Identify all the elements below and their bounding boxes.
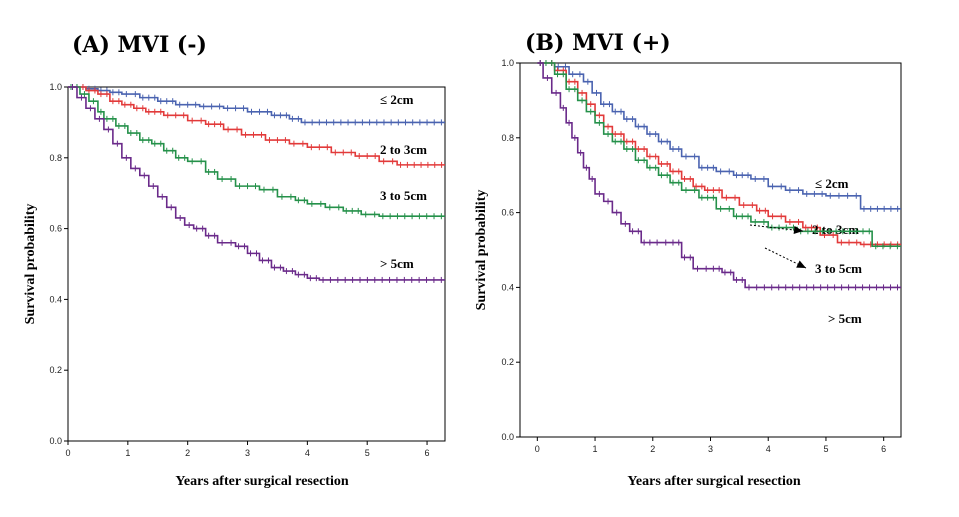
y-tick-label: 0.4 xyxy=(501,282,514,292)
y-axis-label: Survival probability xyxy=(23,204,38,325)
curve-label-1: 2 to 3cm xyxy=(380,142,427,157)
y-axis-label: Survival probability xyxy=(474,190,489,311)
x-tick-label: 2 xyxy=(650,444,655,454)
curve-label-2: 3 to 5cm xyxy=(815,261,862,276)
curve-label-2: 3 to 5cm xyxy=(380,188,427,203)
censor-marks-2 xyxy=(539,60,898,250)
x-tick-label: 2 xyxy=(185,448,190,458)
censor-marks-1 xyxy=(70,84,443,168)
x-tick-label: 5 xyxy=(365,448,370,458)
plot-frame xyxy=(67,86,446,442)
censor-marks-3 xyxy=(71,84,442,283)
y-tick-label: 0.0 xyxy=(501,432,514,442)
y-tick-label: 0.0 xyxy=(49,436,62,446)
y-tick-label: 1.0 xyxy=(501,58,514,68)
survival-curve-1 xyxy=(537,62,901,246)
x-tick-label: 0 xyxy=(535,444,540,454)
survival-curve-2 xyxy=(68,86,445,218)
panel-title: (A) MVI (-) xyxy=(72,32,207,58)
panel-b-mvi-positive: (B) MVI (+) 0.0 0.2 0.4 0.6 0.8 1.0 0 1 2 3 4 5 6 Year… xyxy=(474,30,902,489)
censor-marks-1 xyxy=(539,60,899,248)
y-tick-label: 0.6 xyxy=(49,224,62,234)
curve-label-3: > 5cm xyxy=(828,311,862,326)
censor-marks-0 xyxy=(539,60,899,212)
y-tick-label: 0.2 xyxy=(49,365,62,375)
x-tick-label: 6 xyxy=(881,444,886,454)
curve-label-0: ≤ 2cm xyxy=(380,92,414,107)
y-tick-label: 0.8 xyxy=(49,153,62,163)
y-tick-label: 0.2 xyxy=(501,357,514,367)
label-arrow-head xyxy=(793,226,803,234)
panel-title: (B) MVI (+) xyxy=(525,30,671,56)
curve-label-3: > 5cm xyxy=(380,256,414,271)
censor-marks-3 xyxy=(539,60,899,291)
x-tick-label: 4 xyxy=(305,448,310,458)
x-tick-label: 3 xyxy=(708,444,713,454)
x-tick-label: 4 xyxy=(766,444,771,454)
x-tick-label: 1 xyxy=(125,448,130,458)
y-tick-label: 0.6 xyxy=(501,208,514,218)
x-tick-label: 5 xyxy=(823,444,828,454)
x-axis-label: Years after surgical resection xyxy=(175,474,348,489)
label-arrow-head xyxy=(796,260,806,268)
y-tick-label: 1.0 xyxy=(49,82,62,92)
x-tick-label: 1 xyxy=(593,444,598,454)
y-tick-label: 0.8 xyxy=(501,133,514,143)
plot-frame xyxy=(519,62,902,438)
curve-label-0: ≤ 2cm xyxy=(815,176,849,191)
survival-curve-0 xyxy=(537,62,901,210)
x-tick-label: 0 xyxy=(65,448,70,458)
panel-a-mvi-negative: (A) MVI (-) 0.0 0.2 0.4 0.6 0.8 1.0 0 1 2 3 4 5 6 Year… xyxy=(23,32,446,489)
censor-marks-2 xyxy=(70,84,442,220)
curve-label-1: 2 to 3cm xyxy=(812,222,859,237)
survival-curve-2 xyxy=(537,62,901,248)
x-tick-label: 3 xyxy=(245,448,250,458)
x-tick-label: 6 xyxy=(425,448,430,458)
y-tick-label: 0.4 xyxy=(49,294,62,304)
x-axis-label: Years after surgical resection xyxy=(627,474,800,489)
survival-curve-3 xyxy=(537,62,901,289)
